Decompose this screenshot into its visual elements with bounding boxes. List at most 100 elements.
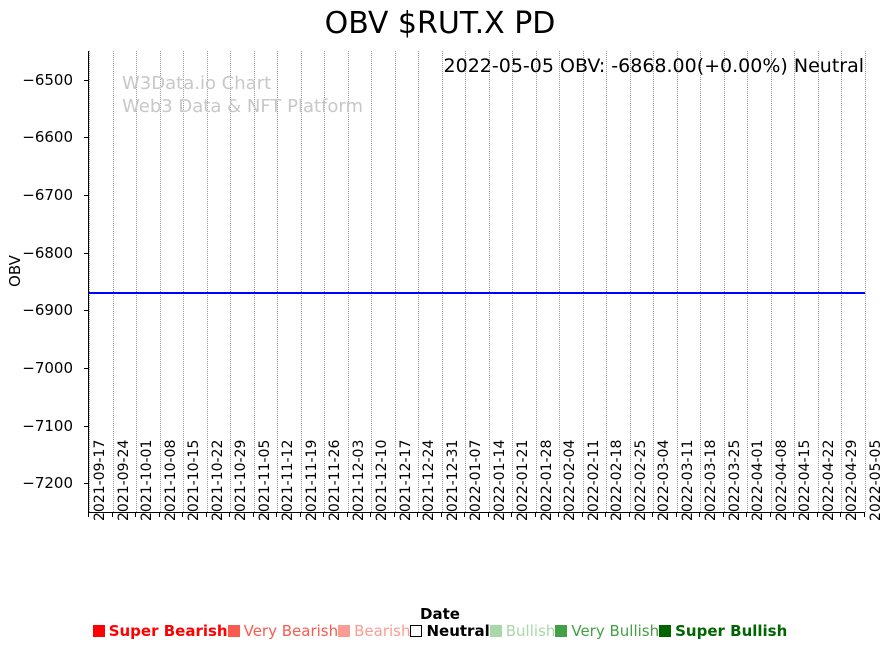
- gridline: [347, 51, 349, 512]
- x-tick-mark: [299, 512, 301, 517]
- y-tick-label: −7000: [22, 358, 73, 377]
- x-tick-label: 2022-02-25: [632, 439, 649, 521]
- x-tick-label: 2022-04-08: [773, 439, 790, 521]
- chart-title: OBV $RUT.X PD: [324, 6, 556, 41]
- series-line-obv: [89, 291, 865, 294]
- x-tick-label: 2022-01-07: [468, 439, 485, 521]
- x-tick-mark: [793, 512, 795, 517]
- x-tick-mark: [558, 512, 560, 517]
- x-tick-mark: [88, 512, 89, 517]
- y-tick-mark: [84, 137, 89, 139]
- x-tick-label: 2021-09-24: [115, 439, 132, 521]
- x-tick-label: 2021-11-12: [280, 439, 297, 521]
- x-tick-label: 2022-02-18: [609, 439, 626, 521]
- x-tick-mark: [722, 512, 724, 517]
- x-tick-mark: [746, 512, 748, 517]
- x-tick-label: 2021-10-15: [186, 439, 203, 521]
- y-tick-mark: [84, 79, 89, 81]
- x-tick-label: 2021-11-05: [256, 439, 273, 521]
- x-tick-label: 2022-02-04: [562, 439, 579, 521]
- gridline: [112, 51, 114, 512]
- x-tick-label: 2022-04-15: [797, 439, 814, 521]
- y-tick-label: −6500: [22, 70, 73, 89]
- chart-subtitle-annotation: 2022-05-05 OBV: -6868.00(+0.00%) Neutral: [443, 55, 864, 77]
- x-tick-mark: [769, 512, 771, 517]
- watermark-line-2: Web3 Data & NFT Platform: [122, 96, 364, 117]
- gridline: [535, 51, 537, 512]
- y-tick-mark: [84, 367, 89, 369]
- x-tick-mark: [205, 512, 207, 517]
- y-axis-tick-labels: −6500 −6600 −6700 −6800 −6900 −7000 −7100 −7200: [0, 51, 82, 512]
- x-tick-mark: [323, 512, 325, 517]
- gridline: [465, 51, 467, 512]
- gridline: [770, 51, 772, 512]
- x-tick-mark: [816, 512, 818, 517]
- x-tick-label: 2021-09-17: [92, 439, 108, 521]
- x-tick-mark: [628, 512, 630, 517]
- legend-label: Bearish: [354, 622, 411, 640]
- gridline: [817, 51, 819, 512]
- x-tick-label: 2022-01-21: [515, 439, 532, 521]
- x-tick-mark: [135, 512, 137, 517]
- x-tick-label: 2021-12-17: [397, 439, 414, 521]
- x-tick-mark: [393, 512, 395, 517]
- legend-label: Neutral: [426, 622, 490, 640]
- legend-item[interactable]: Super Bullish: [659, 623, 787, 639]
- x-tick-label: 2022-03-04: [656, 439, 673, 521]
- chart-legend: Super Bearish Very Bearish Bearish Neutral B…: [0, 619, 880, 643]
- x-tick-label: 2022-03-18: [703, 439, 720, 521]
- gridline: [418, 51, 420, 512]
- x-tick-mark: [581, 512, 583, 517]
- gridline: [183, 51, 185, 512]
- y-tick-mark: [84, 252, 89, 254]
- x-tick-mark: [229, 512, 231, 517]
- legend-item[interactable]: Neutral: [410, 622, 490, 640]
- gridline: [159, 51, 161, 512]
- legend-item[interactable]: Bullish: [489, 623, 555, 639]
- x-tick-mark: [346, 512, 348, 517]
- gridline: [512, 51, 514, 512]
- legend-label: Very Bearish: [243, 622, 339, 640]
- gridline: [324, 51, 326, 512]
- gridline: [206, 51, 208, 512]
- gridline: [723, 51, 725, 512]
- gridline: [676, 51, 678, 512]
- legend-item[interactable]: Very Bearish: [227, 622, 339, 640]
- x-tick-label: 2022-03-11: [679, 439, 696, 521]
- x-tick-label: 2021-12-31: [444, 439, 461, 521]
- legend-item[interactable]: Super Bearish: [92, 623, 228, 639]
- x-tick-label: 2021-11-19: [303, 439, 320, 521]
- x-tick-label: 2022-01-14: [491, 439, 508, 521]
- legend-item[interactable]: Bearish: [338, 623, 410, 639]
- gridline: [488, 51, 490, 512]
- x-tick-label: 2022-05-05: [868, 439, 880, 521]
- legend-swatch-icon: [659, 625, 672, 637]
- legend-swatch-icon: [338, 625, 351, 637]
- y-tick-label: −7200: [22, 474, 73, 493]
- legend-item[interactable]: Very Bullish: [555, 623, 659, 639]
- x-tick-mark: [840, 512, 842, 517]
- x-tick-label: 2021-12-03: [350, 439, 367, 521]
- x-tick-label: 2021-12-24: [421, 439, 438, 521]
- watermark-line-1: W3Data.io Chart: [122, 73, 272, 94]
- watermark: W3Data.io Chart Web3 Data & NFT Platform: [122, 72, 363, 118]
- gridline: [841, 51, 843, 512]
- x-tick-mark: [534, 512, 536, 517]
- y-tick-label: −6600: [22, 128, 73, 147]
- gridline: [653, 51, 655, 512]
- y-tick-mark: [84, 310, 89, 312]
- x-tick-label: 2021-10-01: [139, 439, 156, 521]
- x-tick-mark: [605, 512, 607, 517]
- gridline: [700, 51, 702, 512]
- plot-area: [84, 51, 866, 513]
- x-tick-label: 2022-04-22: [820, 439, 837, 521]
- x-tick-mark: [511, 512, 513, 517]
- gridline: [136, 51, 138, 512]
- x-tick-mark: [417, 512, 419, 517]
- gridline: [89, 51, 90, 512]
- gridline: [371, 51, 373, 512]
- gridline: [394, 51, 396, 512]
- x-tick-label: 2021-10-29: [233, 439, 250, 521]
- gridline: [253, 51, 255, 512]
